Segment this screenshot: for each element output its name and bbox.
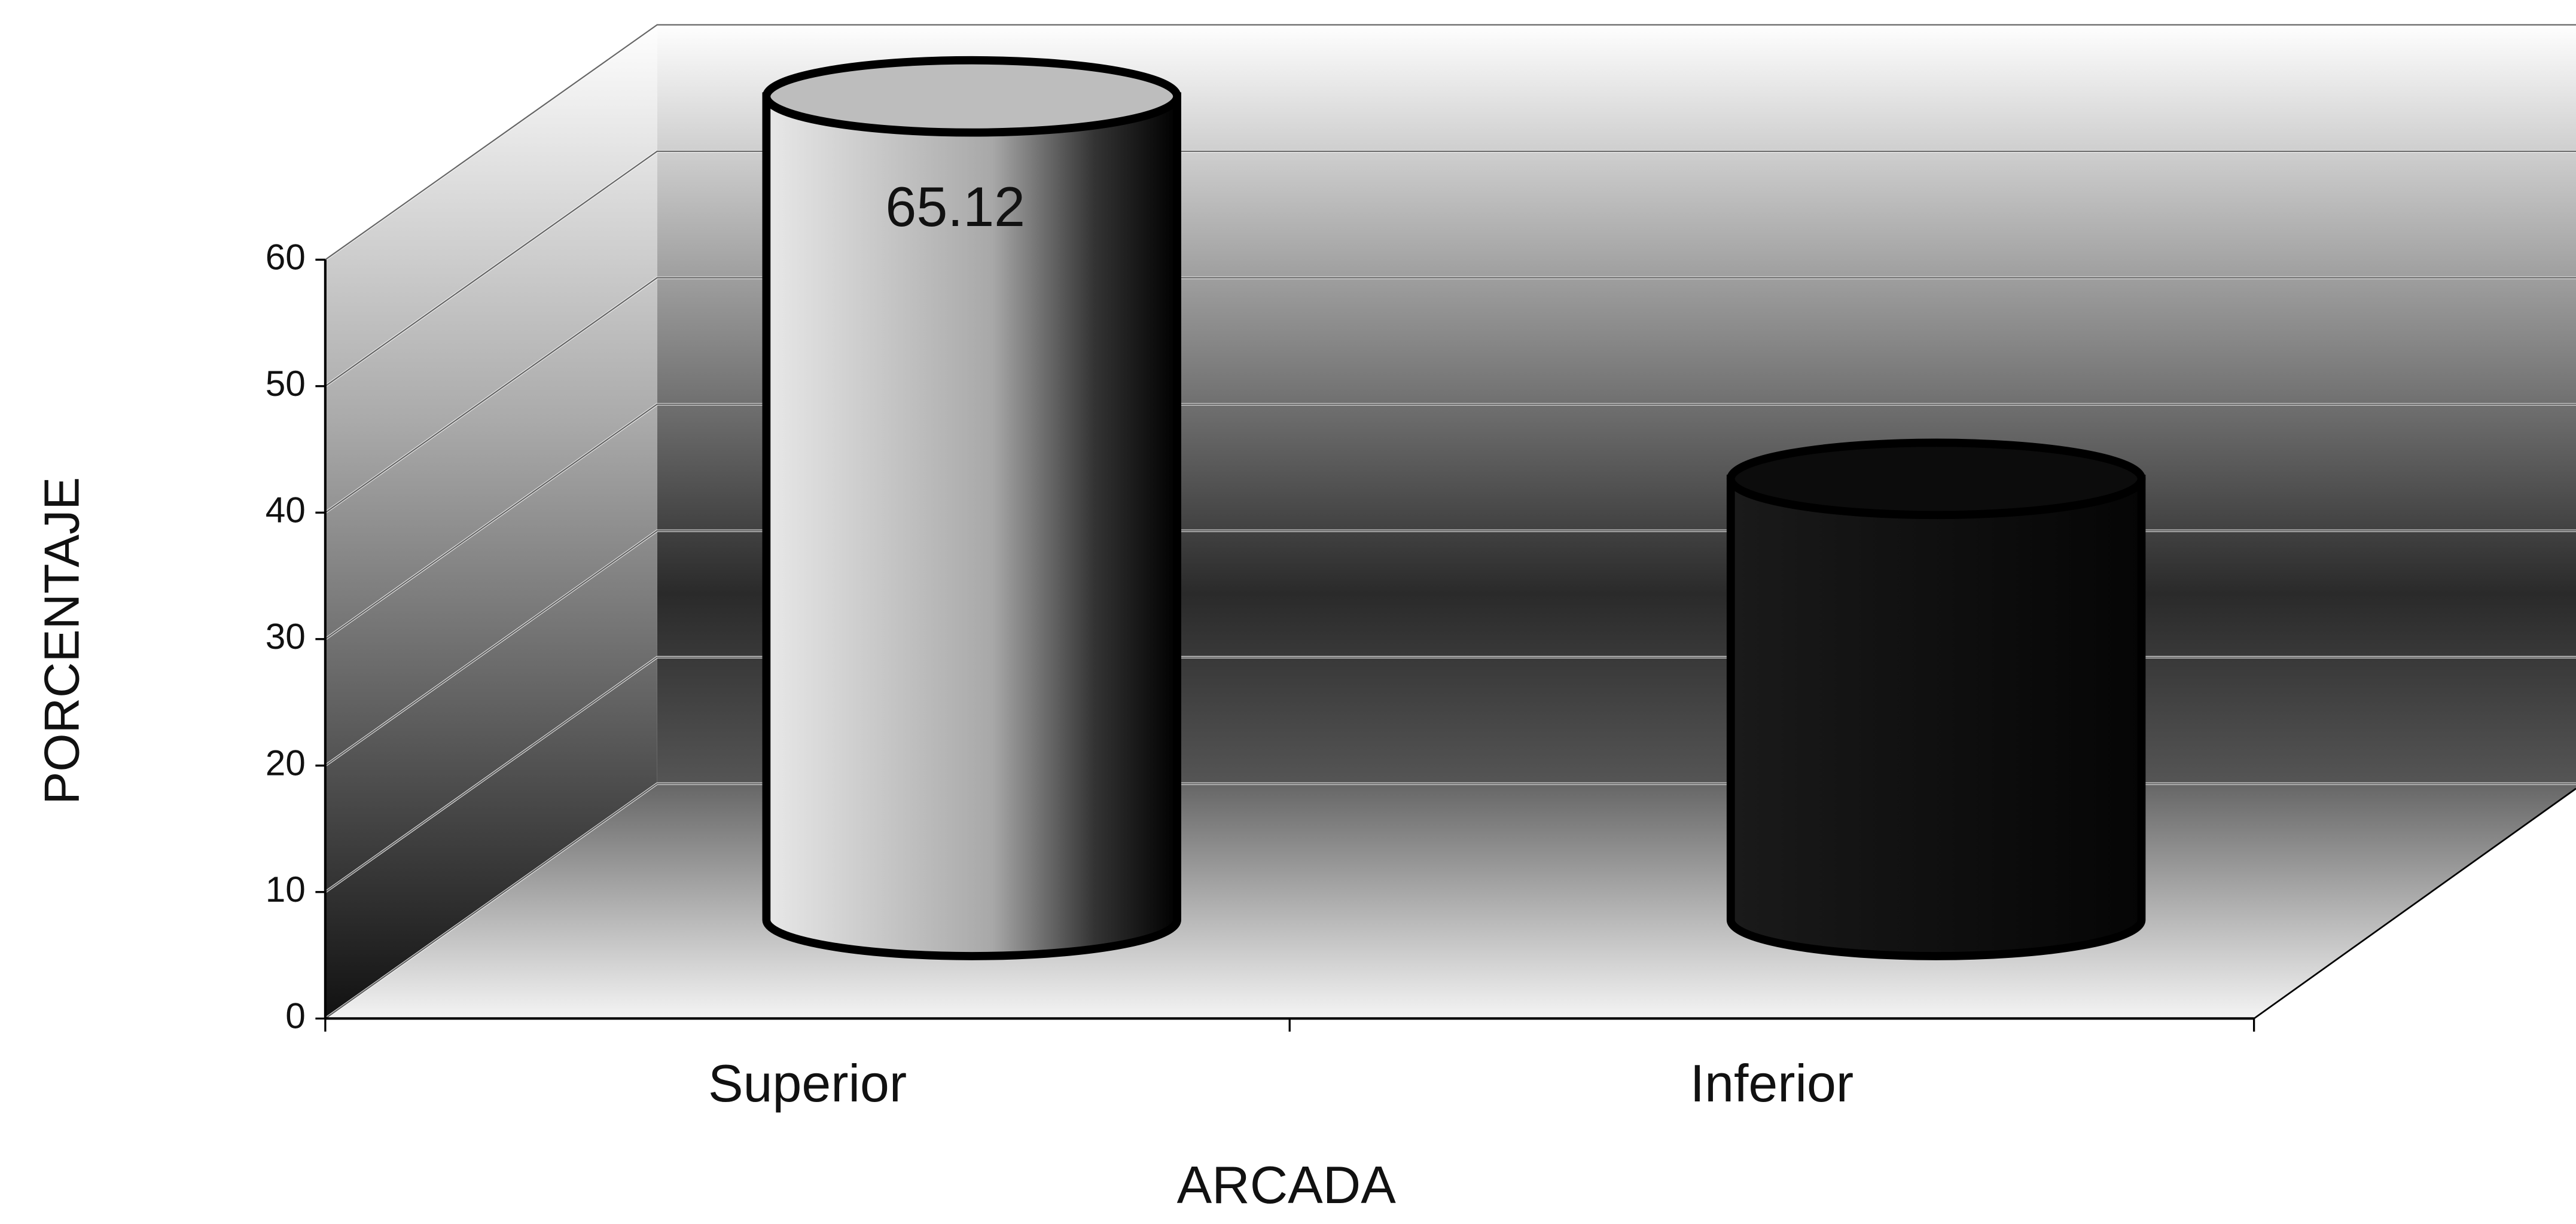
- floor: [325, 783, 2576, 1019]
- y-tick-label: 60: [266, 236, 306, 277]
- floor-edge: [2253, 787, 2576, 1020]
- x-tick-label: Superior: [708, 1054, 907, 1113]
- cylinder: [1726, 474, 2146, 960]
- cylinder-top: [762, 56, 1181, 137]
- y-tick-label: 0: [285, 995, 306, 1036]
- cylinder: [762, 92, 1181, 960]
- data-label: 65.12: [885, 175, 1025, 238]
- y-tick-label: 40: [266, 489, 306, 530]
- y-tick-label: 10: [266, 869, 306, 909]
- x-tick-label: Inferior: [1690, 1054, 1853, 1113]
- marks: 65.12: [762, 56, 2146, 960]
- x-axis-title: ARCADA: [1177, 1155, 1397, 1214]
- y-tick-label: 20: [266, 742, 306, 783]
- y-tick-label: 50: [266, 363, 306, 404]
- y-tick-label: 30: [266, 616, 306, 657]
- cylinder-top: [1726, 438, 2146, 520]
- grid-line-edge: [325, 24, 2576, 261]
- grid-line-edge: [325, 277, 2576, 514]
- y-axis-title: PORCENTAJE: [35, 477, 90, 805]
- grid-line-edge: [325, 150, 2576, 387]
- grid-line-edge: [325, 403, 2576, 640]
